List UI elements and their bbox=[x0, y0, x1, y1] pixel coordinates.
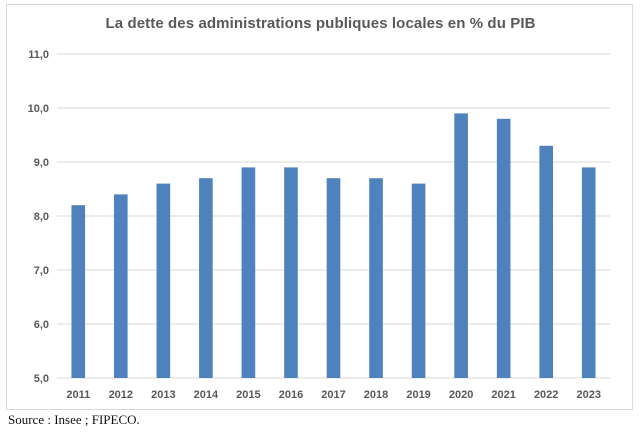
bar bbox=[369, 178, 383, 378]
y-tick-label: 11,0 bbox=[28, 49, 49, 61]
x-tick-label: 2015 bbox=[236, 389, 260, 401]
bar bbox=[156, 183, 171, 378]
x-tick-label: 2014 bbox=[194, 389, 219, 401]
bar bbox=[454, 113, 468, 379]
y-tick-label: 5,0 bbox=[34, 373, 49, 385]
bar bbox=[326, 178, 341, 378]
bar bbox=[114, 194, 128, 378]
x-tick-label: 2018 bbox=[364, 389, 388, 401]
x-tick-label: 2012 bbox=[109, 389, 133, 401]
chart-title: La dette des administrations publiques l… bbox=[105, 15, 536, 32]
y-tick-label: 7,0 bbox=[34, 265, 49, 277]
y-tick-label: 6,0 bbox=[34, 319, 49, 331]
bar bbox=[496, 118, 511, 379]
x-tick-label: 2013 bbox=[151, 389, 175, 401]
x-tick-label: 2021 bbox=[491, 389, 515, 401]
x-tick-label: 2019 bbox=[406, 389, 430, 401]
source-note: Source : Insee ; FIPECO. bbox=[8, 412, 140, 427]
bar bbox=[199, 178, 213, 378]
x-tick-label: 2016 bbox=[279, 389, 303, 401]
bar bbox=[411, 183, 426, 378]
y-tick-label: 8,0 bbox=[34, 211, 49, 223]
bar bbox=[581, 167, 596, 378]
chart-frame: La dette des administrations publiques l… bbox=[6, 4, 633, 410]
x-tick-label: 2011 bbox=[66, 389, 90, 401]
x-tick-label: 2023 bbox=[576, 389, 600, 401]
bar bbox=[539, 145, 553, 378]
bar bbox=[71, 205, 86, 378]
y-tick-label: 9,0 bbox=[34, 157, 49, 169]
x-tick-label: 2020 bbox=[449, 389, 473, 401]
bar-chart: 5,0 6,0 7,0 8,0 9,0 10,0 11,0 2011 2012 2013 2014 2… bbox=[28, 49, 610, 401]
bar bbox=[284, 167, 298, 378]
y-tick-label: 10,0 bbox=[28, 103, 49, 115]
bar bbox=[241, 167, 256, 378]
x-tick-label: 2017 bbox=[321, 389, 345, 401]
x-tick-label: 2022 bbox=[534, 389, 558, 401]
